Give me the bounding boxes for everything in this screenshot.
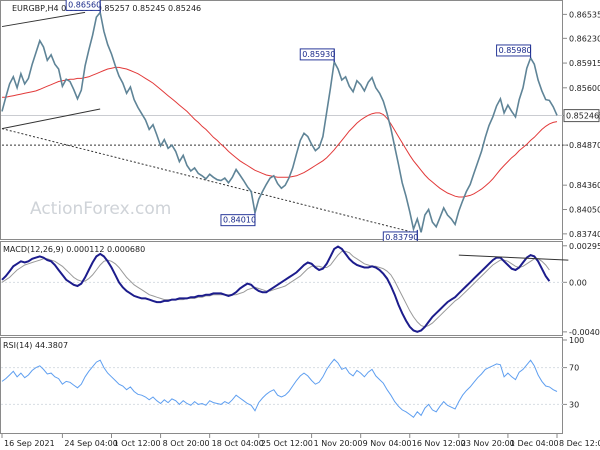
annotation-label: 0.85930 xyxy=(299,48,335,62)
annotation-value: 0.84010 xyxy=(223,216,256,225)
price-panel: ActionForex.com EURGBP,H4 0.85253 0.8525… xyxy=(0,0,600,244)
current-price-label: 0.85246 xyxy=(566,112,599,121)
price-y-tick-label: 0.85600 xyxy=(569,84,600,93)
price-title: EURGBP,H4 0.85253 0.85257 0.85245 0.8524… xyxy=(12,4,201,13)
current-price-box xyxy=(563,109,600,123)
price-y-tick-label: 0.86535 xyxy=(569,10,600,19)
rsi-gridlines xyxy=(1,367,563,405)
price-series-group xyxy=(1,10,558,233)
annotation-label: 0.84010 xyxy=(220,212,256,227)
solid-trendline xyxy=(1,11,86,28)
x-tick-label: 1 Nov 20:00 xyxy=(314,439,363,448)
watermark-text: ActionForex.com xyxy=(30,199,171,219)
x-tick-label: 24 Sep 04:00 xyxy=(64,439,117,448)
x-tick-label: 8 Dec 12:00 xyxy=(559,439,600,448)
x-tick-label: 1 Dec 04:00 xyxy=(510,439,559,448)
annotation-label: 0.85980 xyxy=(496,44,532,58)
macd-y-tick-label: 0.002955 xyxy=(569,242,600,251)
price-y-tick-label: 0.85915 xyxy=(569,59,600,68)
macd-y-tick-label: -0.004009 xyxy=(569,328,600,337)
annotation-value: 0.86560 xyxy=(68,0,101,9)
macd-signal-line xyxy=(1,250,550,328)
x-tick-label: 25 Oct 12:00 xyxy=(261,439,313,448)
macd-title: MACD(12,26,9) 0.000112 0.000680 xyxy=(3,245,145,254)
x-axis: 16 Sep 2021 24 Sep 04:001 Oct 12:00 8 Oct … xyxy=(1,434,600,448)
price-y-tick-label: 0.84360 xyxy=(569,181,600,190)
x-tick-label: 16 Sep 2021 xyxy=(4,439,55,448)
rsi-y-axis: 100 70 30 xyxy=(563,336,584,409)
macd-y-axis: 0.002955 0.00 -0.004009 xyxy=(563,242,600,337)
annotation-value: 0.83790 xyxy=(385,233,418,242)
price-trendlines xyxy=(1,11,569,232)
rsi-series-group xyxy=(1,358,558,419)
rsi-panel: RSI(14) 44.3807 100 70 30 xyxy=(0,336,584,434)
annotation-label: 0.83790 xyxy=(382,229,418,244)
price-y-tick-label: 0.84050 xyxy=(569,206,600,215)
solid-trendline xyxy=(1,108,101,130)
macd-panel: MACD(12,26,9) 0.000112 0.000680 0.002955… xyxy=(0,241,600,337)
rsi-y-tick-label: 30 xyxy=(569,400,579,409)
macd-divergence-line xyxy=(458,254,569,261)
price-line xyxy=(1,10,558,233)
rsi-title: RSI(14) 44.3807 xyxy=(3,341,68,350)
macd-series-group xyxy=(1,245,569,333)
x-tick-label: 18 Oct 04:00 xyxy=(212,439,264,448)
price-y-tick-label: 0.83740 xyxy=(569,230,600,239)
price-y-axis: 0.86535 0.86230 0.85915 0.85600 0.85246 0.848… xyxy=(563,10,600,239)
price-y-tick-label: 0.86230 xyxy=(569,34,600,43)
x-tick-label: 8 Oct 20:00 xyxy=(163,439,210,448)
macd-y-tick-label: 0.00 xyxy=(569,278,587,287)
rsi-line xyxy=(1,358,558,419)
annotation-value: 0.85930 xyxy=(302,50,335,59)
x-tick-label: 23 Nov 20:00 xyxy=(461,439,515,448)
x-tick-label: 16 Nov 12:00 xyxy=(412,439,466,448)
annotation-value: 0.85980 xyxy=(499,46,532,55)
annotation-label: 0.86560 xyxy=(65,0,101,13)
rsi-y-tick-label: 70 xyxy=(569,364,579,373)
x-tick-label: 9 Nov 04:00 xyxy=(363,439,412,448)
price-y-tick-label: 0.84870 xyxy=(569,141,600,150)
x-tick-label: 1 Oct 12:00 xyxy=(113,439,160,448)
macd-line xyxy=(1,245,551,333)
rsi-y-tick-label: 100 xyxy=(569,336,584,345)
